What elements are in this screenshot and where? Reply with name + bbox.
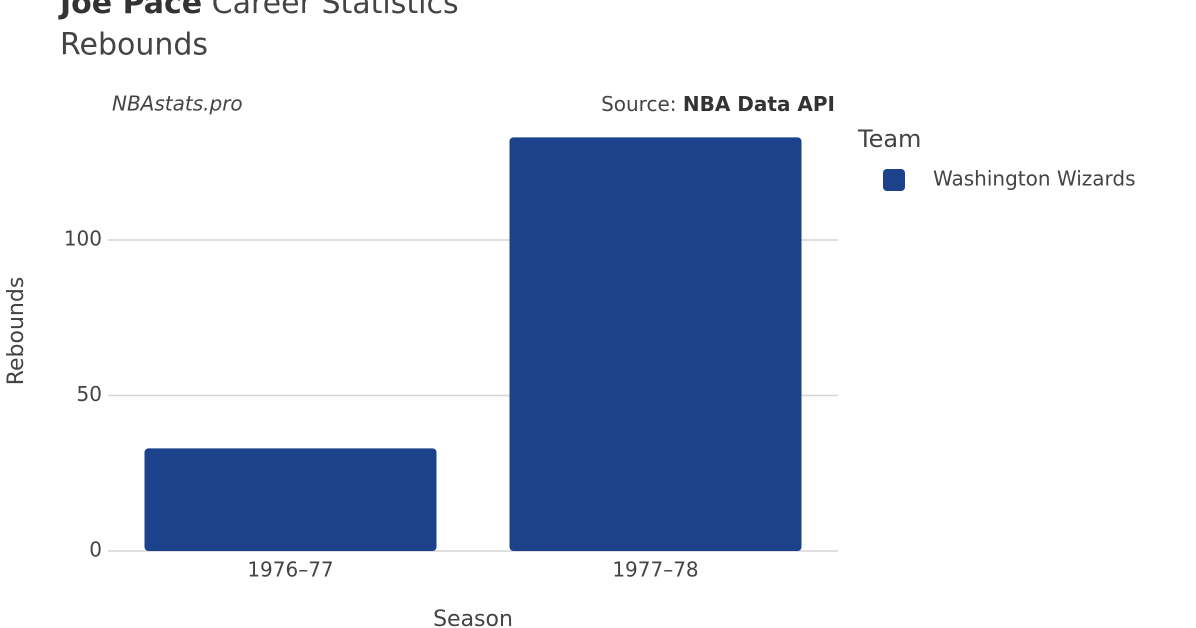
y-axis-label: Rebounds — [4, 277, 29, 386]
legend-label: Washington Wizards — [933, 167, 1136, 191]
watermark: NBAstats.pro — [112, 92, 243, 116]
y-tick-label: 0 — [89, 538, 102, 562]
y-tick-label: 100 — [64, 227, 102, 251]
source: Source: NBA Data API — [601, 92, 835, 116]
x-tick-label: 1977–78 — [612, 558, 698, 582]
title-name: Joe Pace — [58, 0, 202, 21]
title-text: Career Statistics — [212, 0, 459, 21]
y-tick-label: 50 — [77, 382, 102, 406]
source-name: NBA Data API — [683, 92, 835, 116]
legend-swatch — [883, 169, 905, 191]
legend-title: Team — [857, 125, 921, 153]
bar — [144, 448, 437, 551]
x-axis-label: Season — [433, 607, 513, 628]
x-tick-label: 1976–77 — [247, 558, 333, 582]
chart-title: Joe Pace Career Statistics — [58, 0, 459, 21]
chart-subtitle: Rebounds — [60, 28, 208, 63]
bar — [509, 137, 802, 551]
source-label: Source: — [601, 92, 676, 116]
